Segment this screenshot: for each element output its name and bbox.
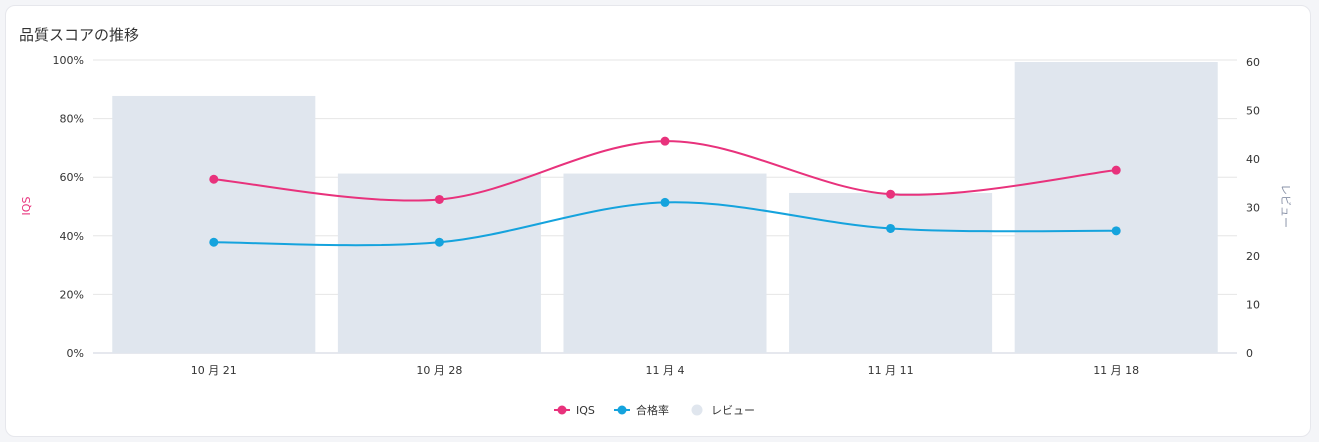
point-pass-rate bbox=[434, 237, 444, 247]
y-right-tick-label: 50 bbox=[1246, 105, 1260, 118]
legend-label: 合格率 bbox=[636, 403, 669, 417]
bar-review bbox=[789, 192, 993, 353]
y-tick-label: 60% bbox=[60, 171, 84, 184]
y-axis-title: IQS bbox=[20, 197, 33, 216]
y-right-tick-label: 0 bbox=[1246, 347, 1253, 360]
bar-review bbox=[1014, 62, 1218, 353]
y-right-tick-label: 60 bbox=[1246, 56, 1260, 69]
point-iqs bbox=[434, 194, 444, 204]
legend-marker-dot bbox=[617, 405, 627, 415]
point-iqs bbox=[209, 174, 219, 184]
point-pass-rate bbox=[1111, 226, 1121, 236]
x-tick-label: 10 月 21 bbox=[191, 364, 237, 377]
y-tick-label: 40% bbox=[60, 230, 84, 243]
y-right-tick-label: 40 bbox=[1246, 153, 1260, 166]
y-tick-label: 20% bbox=[60, 288, 84, 301]
legend-marker-dot bbox=[691, 404, 703, 416]
y-right-tick-label: 10 bbox=[1246, 299, 1260, 312]
x-tick-label: 11 月 4 bbox=[646, 364, 685, 377]
x-tick-label: 10 月 28 bbox=[416, 364, 462, 377]
legend: IQS 合格率 レビュー bbox=[554, 403, 755, 417]
point-iqs bbox=[1111, 165, 1121, 175]
point-pass-rate bbox=[660, 197, 670, 207]
point-iqs bbox=[886, 189, 896, 199]
x-tick-label: 11 月 18 bbox=[1093, 364, 1139, 377]
point-iqs bbox=[660, 136, 670, 146]
legend-label: IQS bbox=[576, 404, 595, 417]
point-pass-rate bbox=[886, 223, 896, 233]
legend-marker-dot bbox=[557, 405, 567, 415]
bar-review bbox=[112, 95, 316, 353]
y-tick-label: 0% bbox=[67, 347, 84, 360]
y-right-axis-title: レビュー bbox=[1279, 184, 1292, 228]
point-pass-rate bbox=[209, 237, 219, 247]
y-tick-label: 80% bbox=[60, 113, 84, 126]
x-tick-label: 11 月 11 bbox=[868, 364, 914, 377]
y-right-tick-label: 20 bbox=[1246, 250, 1260, 263]
y-right-tick-label: 30 bbox=[1246, 202, 1260, 215]
legend-label: レビュー bbox=[711, 404, 755, 417]
chart-title: 品質スコアの推移 bbox=[19, 26, 140, 44]
y-tick-label: 100% bbox=[53, 54, 84, 67]
